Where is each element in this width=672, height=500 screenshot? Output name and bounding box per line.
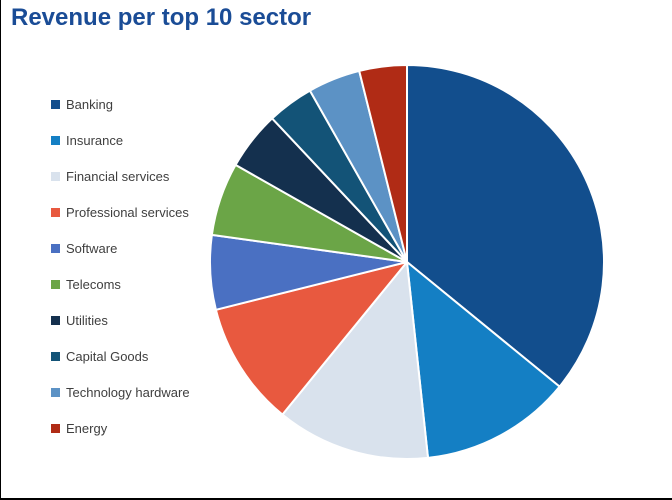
legend-label-banking: Banking: [66, 96, 113, 112]
legend-item-technology-hardware[interactable]: Technology hardware: [51, 374, 190, 410]
legend-item-software[interactable]: Software: [51, 230, 190, 266]
legend-label-insurance: Insurance: [66, 132, 124, 148]
pie-slice-energy[interactable]: [358, 64, 408, 263]
legend-label-technology-hardware: Technology hardware: [66, 384, 190, 400]
legend-swatch-energy: [51, 423, 60, 433]
legend-label-professional-services: Professional services: [66, 204, 189, 220]
legend-item-telecoms[interactable]: Telecoms: [51, 266, 190, 302]
legend-item-insurance[interactable]: Insurance: [51, 122, 190, 158]
legend: Banking Insurance Financial services Profes…: [51, 86, 190, 446]
legend-item-energy[interactable]: Energy: [51, 410, 190, 446]
legend-swatch-professional-services: [51, 207, 60, 217]
legend-item-utilities[interactable]: Utilities: [51, 302, 190, 338]
legend-item-financial-services[interactable]: Financial services: [51, 158, 190, 194]
legend-swatch-technology-hardware: [51, 387, 60, 397]
legend-item-banking[interactable]: Banking: [51, 86, 190, 122]
legend-swatch-software: [51, 243, 60, 253]
legend-label-energy: Energy: [66, 420, 108, 436]
legend-item-professional-services[interactable]: Professional services: [51, 194, 190, 230]
legend-swatch-telecoms: [51, 279, 60, 289]
legend-swatch-utilities: [51, 315, 60, 325]
legend-label-software: Software: [66, 240, 118, 256]
pie-slice-financial-services[interactable]: [281, 261, 429, 460]
pie-slice-professional-services[interactable]: [214, 261, 408, 416]
legend-item-capital-goods[interactable]: Capital Goods: [51, 338, 190, 374]
legend-swatch-capital-goods: [51, 351, 60, 361]
pie-slice-insurance[interactable]: [406, 261, 561, 459]
legend-label-financial-services: Financial services: [66, 168, 170, 184]
chart-title: Revenue per top 10 sector: [11, 4, 312, 31]
legend-label-capital-goods: Capital Goods: [66, 348, 149, 364]
legend-label-telecoms: Telecoms: [66, 276, 121, 292]
legend-swatch-banking: [51, 99, 60, 109]
pie-slice-banking[interactable]: [406, 64, 605, 388]
legend-swatch-financial-services: [51, 171, 60, 181]
legend-swatch-insurance: [51, 135, 60, 145]
legend-label-utilities: Utilities: [66, 312, 108, 328]
